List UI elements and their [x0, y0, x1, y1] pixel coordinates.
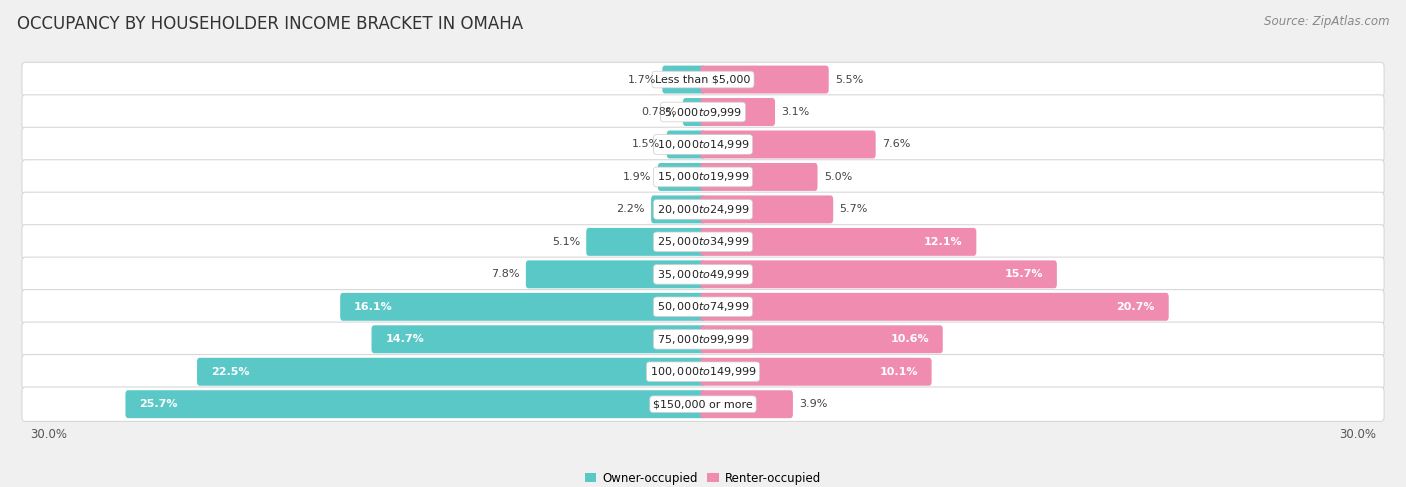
Text: 12.1%: 12.1%	[924, 237, 963, 247]
FancyBboxPatch shape	[700, 66, 828, 94]
Text: 1.5%: 1.5%	[633, 139, 661, 150]
FancyBboxPatch shape	[662, 66, 706, 94]
Text: 30.0%: 30.0%	[30, 428, 66, 441]
FancyBboxPatch shape	[658, 163, 706, 191]
Text: 1.7%: 1.7%	[627, 75, 657, 85]
FancyBboxPatch shape	[22, 95, 1384, 129]
Text: $150,000 or more: $150,000 or more	[654, 399, 752, 409]
Text: $5,000 to $9,999: $5,000 to $9,999	[664, 106, 742, 118]
Text: 5.1%: 5.1%	[551, 237, 579, 247]
Text: 25.7%: 25.7%	[139, 399, 177, 409]
Text: 5.0%: 5.0%	[824, 172, 852, 182]
FancyBboxPatch shape	[197, 358, 706, 386]
Text: $35,000 to $49,999: $35,000 to $49,999	[657, 268, 749, 281]
FancyBboxPatch shape	[700, 131, 876, 158]
Text: $50,000 to $74,999: $50,000 to $74,999	[657, 300, 749, 313]
Text: $75,000 to $99,999: $75,000 to $99,999	[657, 333, 749, 346]
FancyBboxPatch shape	[22, 192, 1384, 226]
Text: 10.6%: 10.6%	[890, 334, 929, 344]
Text: $20,000 to $24,999: $20,000 to $24,999	[657, 203, 749, 216]
FancyBboxPatch shape	[22, 62, 1384, 97]
Text: OCCUPANCY BY HOUSEHOLDER INCOME BRACKET IN OMAHA: OCCUPANCY BY HOUSEHOLDER INCOME BRACKET …	[17, 15, 523, 33]
FancyBboxPatch shape	[22, 160, 1384, 194]
FancyBboxPatch shape	[526, 261, 706, 288]
FancyBboxPatch shape	[22, 290, 1384, 324]
FancyBboxPatch shape	[700, 293, 1168, 321]
FancyBboxPatch shape	[700, 98, 775, 126]
FancyBboxPatch shape	[22, 355, 1384, 389]
FancyBboxPatch shape	[700, 358, 932, 386]
Text: 3.9%: 3.9%	[799, 399, 828, 409]
FancyBboxPatch shape	[22, 225, 1384, 259]
FancyBboxPatch shape	[666, 131, 706, 158]
Text: Source: ZipAtlas.com: Source: ZipAtlas.com	[1264, 15, 1389, 28]
FancyBboxPatch shape	[651, 195, 706, 224]
Text: 7.8%: 7.8%	[491, 269, 520, 280]
Text: 3.1%: 3.1%	[782, 107, 810, 117]
FancyBboxPatch shape	[22, 127, 1384, 162]
FancyBboxPatch shape	[700, 390, 793, 418]
FancyBboxPatch shape	[586, 228, 706, 256]
Text: 7.6%: 7.6%	[882, 139, 910, 150]
Text: 1.9%: 1.9%	[623, 172, 651, 182]
Text: 14.7%: 14.7%	[385, 334, 425, 344]
FancyBboxPatch shape	[340, 293, 706, 321]
Text: 2.2%: 2.2%	[616, 205, 645, 214]
FancyBboxPatch shape	[683, 98, 706, 126]
Text: Less than $5,000: Less than $5,000	[655, 75, 751, 85]
Text: 30.0%: 30.0%	[1340, 428, 1376, 441]
Text: $100,000 to $149,999: $100,000 to $149,999	[650, 365, 756, 378]
Text: 5.5%: 5.5%	[835, 75, 863, 85]
Text: 20.7%: 20.7%	[1116, 302, 1154, 312]
FancyBboxPatch shape	[700, 163, 817, 191]
Text: $15,000 to $19,999: $15,000 to $19,999	[657, 170, 749, 184]
FancyBboxPatch shape	[22, 322, 1384, 356]
Text: $10,000 to $14,999: $10,000 to $14,999	[657, 138, 749, 151]
Text: 15.7%: 15.7%	[1004, 269, 1043, 280]
FancyBboxPatch shape	[371, 325, 706, 353]
Text: $25,000 to $34,999: $25,000 to $34,999	[657, 235, 749, 248]
Text: 16.1%: 16.1%	[354, 302, 392, 312]
Legend: Owner-occupied, Renter-occupied: Owner-occupied, Renter-occupied	[579, 467, 827, 487]
FancyBboxPatch shape	[22, 257, 1384, 292]
Text: 5.7%: 5.7%	[839, 205, 868, 214]
FancyBboxPatch shape	[700, 228, 976, 256]
FancyBboxPatch shape	[700, 195, 834, 224]
Text: 10.1%: 10.1%	[879, 367, 918, 377]
FancyBboxPatch shape	[700, 325, 943, 353]
FancyBboxPatch shape	[700, 261, 1057, 288]
FancyBboxPatch shape	[22, 387, 1384, 421]
FancyBboxPatch shape	[125, 390, 706, 418]
Text: 22.5%: 22.5%	[211, 367, 249, 377]
Text: 0.78%: 0.78%	[641, 107, 676, 117]
